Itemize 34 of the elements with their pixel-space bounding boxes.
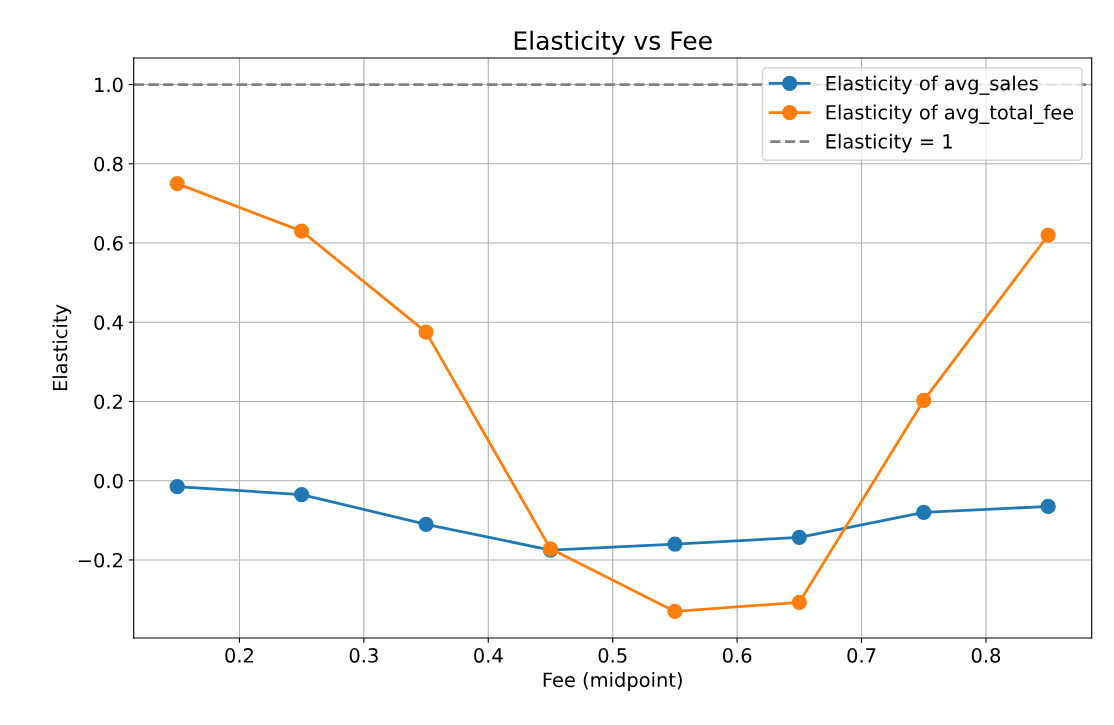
chart-title: Elasticity vs Fee xyxy=(514,30,712,55)
y-axis-title: Elasticity xyxy=(52,304,72,391)
point xyxy=(667,603,683,620)
y-tick-label: 0.4 xyxy=(94,315,123,330)
point xyxy=(916,392,932,408)
x-tick-label: 0.7 xyxy=(847,648,876,663)
y-tick-label: 0.6 xyxy=(94,235,123,251)
legend-label: Elasticity of avg_sales xyxy=(826,75,1038,95)
x-tick-label: 0.2 xyxy=(225,648,253,663)
y-tick-label: 1.0 xyxy=(95,77,123,93)
x-tick-label: 0.8 xyxy=(971,648,1001,663)
y-tick-label: −0.2 xyxy=(78,552,123,568)
x-tick-label: 0.3 xyxy=(349,648,378,663)
point xyxy=(294,223,310,239)
legend-label: Elasticity = 1 xyxy=(826,133,952,153)
x-tick-label: 0.4 xyxy=(474,648,503,663)
point xyxy=(667,536,683,552)
point xyxy=(791,529,807,546)
legend-label: Elasticity of avg_total_fee xyxy=(826,104,1074,124)
point xyxy=(169,479,185,495)
x-tick-label: 0.5 xyxy=(598,648,627,663)
point xyxy=(169,175,185,192)
x-axis-title: Fee (midpoint) xyxy=(543,672,682,691)
point xyxy=(1040,227,1056,243)
y-tick-label: 0.2 xyxy=(94,394,123,410)
x-tick-label: 0.6 xyxy=(722,648,752,663)
y-tick-label: 0.0 xyxy=(94,473,123,489)
point xyxy=(418,516,434,532)
point xyxy=(916,504,932,521)
point xyxy=(294,486,310,503)
y-tick-label: 0.8 xyxy=(94,156,123,172)
point xyxy=(1040,498,1056,515)
point xyxy=(418,324,434,340)
point xyxy=(791,594,807,610)
